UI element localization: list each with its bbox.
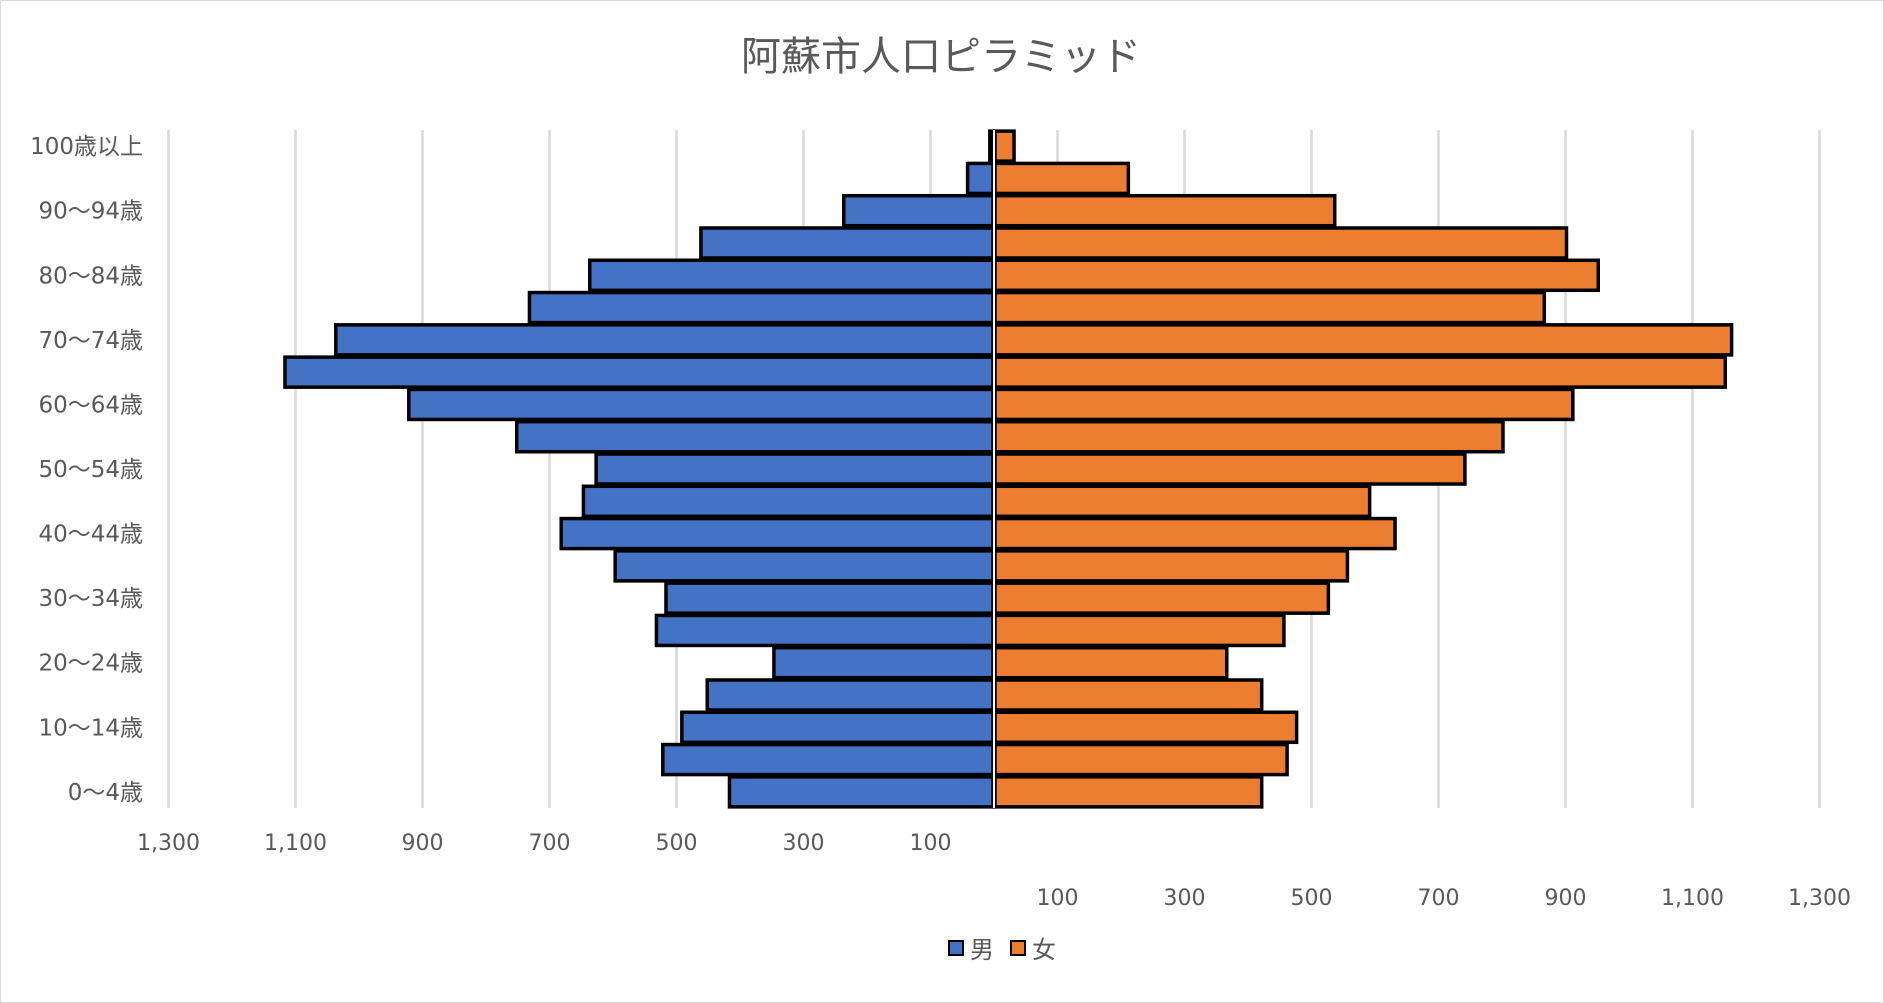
bar-male xyxy=(283,355,995,389)
bar-male xyxy=(772,645,995,680)
tick-label-female: 500 xyxy=(1291,886,1333,911)
bar-female xyxy=(993,355,1727,389)
category-label: 30～34歳 xyxy=(38,586,143,612)
legend-swatch-male xyxy=(948,940,964,956)
bar-female xyxy=(993,549,1350,583)
tick-label-female: 100 xyxy=(1037,886,1079,911)
bar-female xyxy=(993,290,1547,325)
bar-male xyxy=(559,516,995,551)
bar-male xyxy=(515,419,995,454)
bar-male xyxy=(594,452,995,486)
tick-label-male: 1,300 xyxy=(137,831,200,856)
tick-label-male: 900 xyxy=(402,831,444,856)
bar-male xyxy=(588,258,995,293)
bar-female xyxy=(993,323,1734,357)
bar-female xyxy=(993,581,1331,615)
bar-female xyxy=(993,452,1467,486)
bar-male xyxy=(699,226,995,260)
bars xyxy=(283,129,1734,809)
category-label: 50～54歳 xyxy=(38,457,143,483)
bar-male xyxy=(705,678,995,712)
bar-male xyxy=(664,581,995,615)
tick-label-male: 500 xyxy=(656,831,698,856)
tick-label-male: 300 xyxy=(783,831,825,856)
bar-male xyxy=(654,613,995,648)
bar-female xyxy=(993,645,1229,680)
category-label: 20～24歳 xyxy=(38,651,143,677)
tick-label-female: 300 xyxy=(1164,886,1206,911)
bar-male xyxy=(680,710,995,745)
legend: 男 女 xyxy=(948,936,1056,964)
bar-female xyxy=(993,193,1337,228)
bar-male xyxy=(613,549,995,583)
bar-male xyxy=(727,775,995,809)
bar-male xyxy=(334,323,995,357)
tick-label-female: 1,100 xyxy=(1661,886,1724,911)
axis-ticks: 100 300 500 700 900 1,100 1,300 100 300 500 700 900… xyxy=(137,831,1851,911)
bar-male xyxy=(661,742,995,777)
category-label: 40～44歳 xyxy=(38,522,143,548)
bar-female xyxy=(993,129,1016,163)
category-label: 70～74歳 xyxy=(38,328,143,354)
bar-female xyxy=(993,678,1264,712)
chart-title: 阿蘇市人口ピラミッド xyxy=(741,34,1141,80)
category-label: 60～64歳 xyxy=(38,392,143,418)
category-label: 90～94歳 xyxy=(38,199,143,225)
tick-label-male: 100 xyxy=(910,831,952,856)
bar-female xyxy=(993,258,1600,293)
category-labels: 0～4歳 10～14歳 20～24歳 30～34歳 40～44歳 50～54歳 60～64歳… xyxy=(30,134,143,806)
bar-male xyxy=(965,161,995,196)
tick-label-female: 900 xyxy=(1545,886,1587,911)
legend-swatch-female xyxy=(1010,940,1026,956)
tick-label-male: 700 xyxy=(529,831,571,856)
bar-female xyxy=(993,742,1289,777)
tick-label-male: 1,100 xyxy=(264,831,327,856)
bar-female xyxy=(993,775,1264,809)
category-label: 100歳以上 xyxy=(30,134,143,160)
category-label: 0～4歳 xyxy=(68,780,143,806)
bar-female xyxy=(993,516,1397,551)
bar-male xyxy=(988,129,995,163)
bar-female xyxy=(993,613,1286,648)
bar-male xyxy=(842,193,995,228)
legend-label-male: 男 xyxy=(970,936,994,964)
bar-female xyxy=(993,161,1131,196)
category-label: 10～14歳 xyxy=(38,715,143,741)
legend-label-female: 女 xyxy=(1032,936,1056,964)
category-label: 80～84歳 xyxy=(38,263,143,289)
bar-male xyxy=(527,290,995,325)
bar-male xyxy=(407,387,995,422)
bar-female xyxy=(993,226,1569,260)
bar-female xyxy=(993,710,1299,745)
tick-label-female: 700 xyxy=(1418,886,1460,911)
tick-label-female: 1,300 xyxy=(1788,886,1851,911)
bar-male xyxy=(581,484,995,519)
bar-female xyxy=(993,419,1505,454)
bar-female xyxy=(993,387,1575,422)
bar-female xyxy=(993,484,1372,519)
